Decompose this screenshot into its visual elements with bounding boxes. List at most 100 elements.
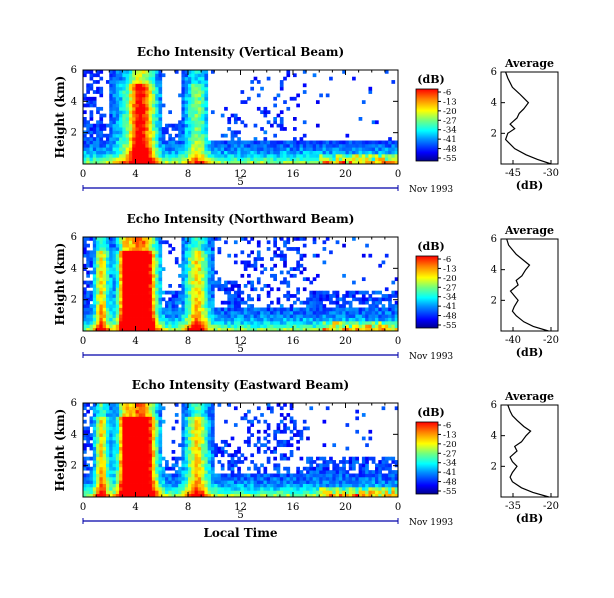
echo-cell	[86, 127, 90, 131]
echo-cell	[253, 160, 258, 165]
echo-cell	[181, 320, 186, 325]
echo-cell	[158, 456, 163, 461]
echo-cell	[207, 304, 212, 308]
echo-cell	[122, 453, 127, 458]
echo-cell	[371, 456, 376, 461]
echo-cell	[161, 476, 166, 481]
echo-cell	[96, 80, 100, 84]
echo-cell	[83, 120, 87, 125]
echo-cell	[105, 426, 110, 431]
echo-cell	[89, 237, 94, 241]
echo-cell	[214, 327, 218, 332]
echo-cell	[214, 446, 218, 451]
echo-cell	[105, 133, 110, 138]
echo-cell	[210, 160, 215, 165]
echo-cell	[135, 403, 140, 407]
echo-cell	[361, 150, 366, 155]
echo-cell	[191, 80, 195, 84]
echo-cell	[194, 240, 199, 245]
echo-cell	[279, 86, 284, 91]
echo-cell	[92, 320, 97, 325]
echo-cell	[210, 320, 215, 325]
echo-cell	[293, 423, 297, 427]
echo-cell	[361, 470, 366, 474]
echo-cell	[135, 127, 140, 131]
echo-cell	[125, 317, 130, 322]
echo-cell	[270, 473, 274, 478]
echo-cell	[181, 297, 186, 302]
echo-cell	[384, 287, 389, 292]
echo-cell	[99, 423, 104, 427]
echo-cell	[184, 463, 189, 468]
echo-cell	[365, 297, 369, 302]
echo-cell	[237, 117, 241, 121]
echo-cell	[345, 153, 350, 158]
echo-cell	[86, 237, 90, 241]
echo-cell	[145, 480, 150, 484]
echo-cell	[89, 103, 94, 108]
echo-cell	[115, 243, 120, 248]
echo-cell	[145, 463, 150, 468]
echo-cell	[293, 493, 297, 498]
echo-cell	[122, 240, 127, 245]
echo-cell	[201, 327, 205, 332]
echo-cell	[171, 493, 176, 498]
echo-cell	[158, 100, 163, 104]
echo-cell	[250, 453, 255, 458]
echo-cell	[276, 157, 281, 162]
echo-cell	[181, 460, 186, 464]
echo-cell	[83, 426, 87, 431]
echo-cell	[92, 453, 97, 458]
echo-cell	[99, 294, 104, 298]
echo-cell	[224, 143, 228, 148]
echo-cell	[391, 140, 396, 145]
echo-cell	[243, 314, 248, 318]
echo-cell	[355, 307, 360, 312]
echo-cell	[348, 304, 353, 308]
echo-cell	[388, 294, 392, 298]
echo-cell	[155, 73, 159, 78]
echo-cell	[135, 103, 140, 108]
echo-cell	[361, 157, 366, 162]
echo-cell	[155, 140, 159, 145]
echo-cell	[96, 130, 100, 135]
echo-cell	[119, 284, 123, 288]
echo-cell	[132, 300, 136, 305]
echo-cell	[325, 327, 330, 332]
echo-cell	[122, 486, 127, 491]
echo-cell	[250, 280, 255, 285]
echo-cell	[151, 433, 156, 437]
echo-cell	[312, 324, 317, 329]
echo-cell	[289, 160, 294, 165]
echo-cell	[151, 436, 156, 441]
echo-cell	[302, 237, 307, 241]
echo-cell	[368, 294, 373, 298]
echo-cell	[361, 153, 366, 158]
echo-cell	[122, 297, 127, 302]
echo-cell	[135, 143, 140, 148]
echo-cell	[168, 157, 172, 162]
echo-cell	[332, 473, 337, 478]
echo-cell	[191, 486, 195, 491]
echo-cell	[224, 280, 228, 285]
echo-cell	[204, 443, 209, 448]
echo-cell	[345, 476, 350, 481]
echo-cell	[142, 103, 146, 108]
echo-cell	[86, 493, 90, 498]
echo-cell	[142, 456, 146, 461]
echo-cell	[266, 426, 271, 431]
echo-cell	[309, 480, 314, 484]
echo-cell	[204, 96, 209, 101]
echo-cell	[89, 73, 94, 78]
echo-cell	[217, 140, 222, 145]
echo-cell	[138, 297, 143, 302]
echo-cell	[188, 267, 192, 271]
echo-cell	[197, 240, 202, 245]
echo-cell	[132, 253, 136, 258]
echo-cell	[122, 480, 127, 484]
echo-cell	[289, 476, 294, 481]
echo-cell	[142, 304, 146, 308]
echo-cell	[296, 466, 300, 471]
echo-cell	[122, 96, 127, 101]
echo-cell	[375, 476, 379, 481]
